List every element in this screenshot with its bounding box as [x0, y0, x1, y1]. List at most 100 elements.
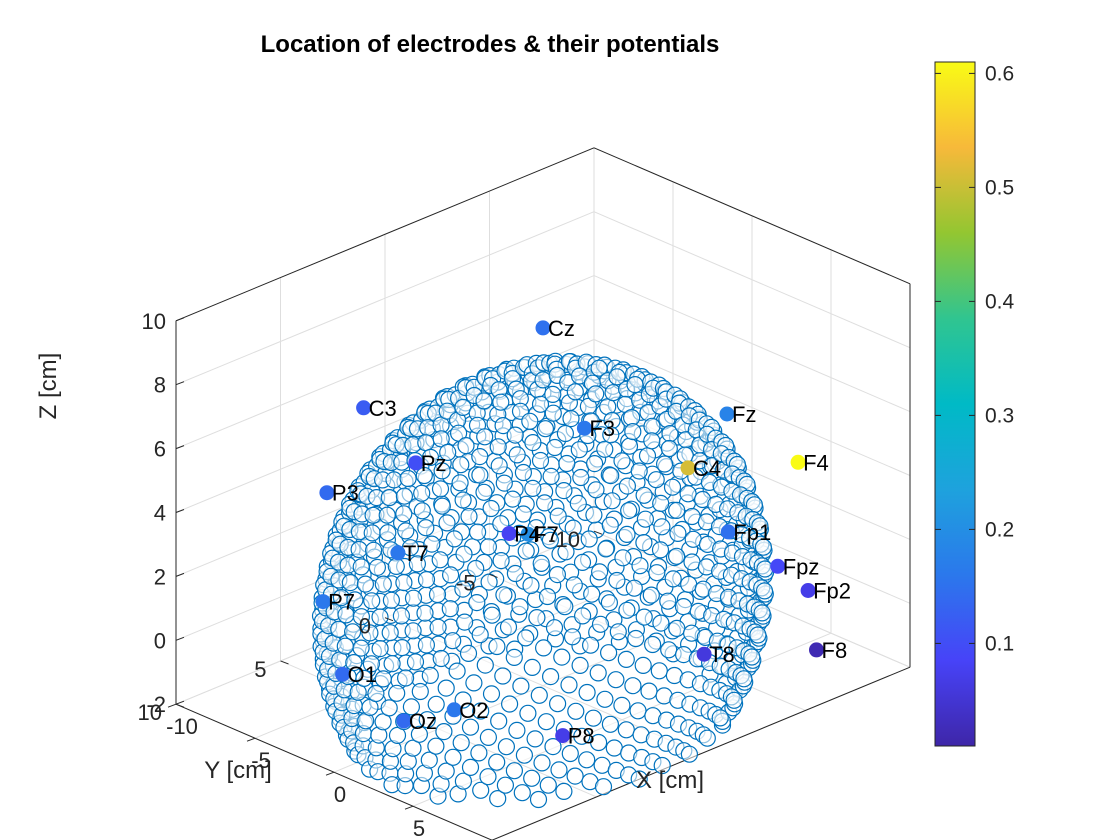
surface-point [602, 467, 620, 485]
surface-point [461, 758, 480, 777]
surface-point [755, 582, 774, 600]
surface-point [556, 598, 574, 616]
surface-point [630, 462, 648, 480]
surface-point [590, 563, 609, 581]
surface-point [587, 385, 605, 403]
electrode-label: O2 [459, 698, 488, 723]
surface-point [524, 479, 542, 497]
electrode-label: F7 [533, 522, 559, 547]
surface-point [417, 570, 436, 589]
surface-point [517, 542, 535, 560]
surface-point [556, 424, 575, 443]
colorbar-ticks: 0.1 0.2 0.3 0.4 0.5 0.6 [935, 62, 1015, 655]
surface-point [350, 540, 368, 559]
surface-point [495, 586, 513, 604]
surface-point [526, 730, 544, 748]
surface-point [363, 592, 381, 610]
surface-point [470, 744, 488, 762]
surface-point [336, 637, 354, 655]
surface-point [490, 712, 508, 730]
z-tick-mark [175, 636, 185, 641]
surface-point [569, 494, 587, 512]
surface-point [468, 593, 486, 612]
surface-point [668, 619, 686, 638]
surface-point [659, 592, 677, 610]
electrode-label: F8 [822, 638, 848, 663]
surface-point [541, 667, 560, 686]
surface-point [535, 494, 554, 512]
z-tick-mark [175, 509, 185, 513]
surface-point [392, 607, 410, 625]
surface-point [674, 597, 693, 616]
colorbar-tick-label: 0.2 [985, 518, 1014, 541]
axis-edge [593, 147, 911, 285]
surface-point [668, 501, 686, 519]
y-tick-label: -10 [548, 527, 580, 552]
electrode-oz [396, 713, 412, 729]
grid-line [593, 211, 911, 349]
surface-point [441, 600, 459, 618]
surface-point [483, 606, 501, 624]
surface-point [399, 469, 417, 488]
electrode-fp1 [720, 524, 736, 540]
electrode-f3 [576, 420, 592, 436]
surface-point [522, 576, 540, 595]
surface-point [640, 682, 658, 700]
electrode-label: Cz [548, 316, 575, 341]
surface-point [531, 395, 550, 413]
surface-point [631, 557, 649, 575]
surface-point [585, 506, 603, 524]
surface-point [589, 733, 608, 752]
x-axis-label: X [cm] [636, 767, 704, 794]
surface-point [565, 576, 583, 594]
surface-point [393, 638, 411, 657]
surface-point [614, 549, 632, 567]
electrode-label: Fp1 [733, 520, 771, 545]
surface-point [735, 670, 753, 688]
surface-point [456, 613, 474, 631]
surface-point [597, 540, 615, 558]
surface-point [578, 683, 596, 702]
surface-point [371, 639, 389, 658]
surface-point [660, 641, 678, 659]
surface-point [537, 713, 555, 731]
surface-point [469, 523, 487, 541]
z-tick-label: 6 [154, 437, 166, 462]
colorbar [934, 61, 976, 747]
surface-point [630, 770, 648, 788]
surface-point [330, 620, 348, 638]
surface-point [613, 452, 631, 470]
electrode-f7 [520, 526, 536, 542]
surface-point [608, 571, 626, 590]
surface-point [680, 745, 699, 763]
surface-point [505, 762, 524, 780]
surface-point [479, 728, 497, 747]
surface-point [454, 691, 472, 709]
electrode-label: T8 [709, 642, 735, 667]
surface-point [428, 585, 447, 604]
grid-line [593, 275, 911, 413]
z-tick-mark [175, 317, 185, 322]
surface-point [454, 491, 472, 509]
surface-point [669, 524, 687, 543]
surface-point [539, 776, 557, 794]
surface-point [445, 530, 463, 548]
surface-point [454, 580, 472, 598]
z-tick-label: 10 [142, 309, 166, 334]
electrode-label: C3 [369, 396, 397, 421]
y-tick-mark [175, 703, 185, 708]
surface-point [410, 725, 428, 743]
electrode-fpz [770, 558, 786, 574]
surface-point [489, 438, 507, 456]
surface-point [427, 737, 445, 755]
surface-point [584, 709, 603, 727]
surface-point [380, 489, 398, 507]
electrode-label: Fz [732, 402, 756, 427]
surface-point [548, 565, 567, 584]
surface-point [545, 619, 564, 637]
electrode-p7 [315, 594, 331, 610]
surface-point [352, 608, 370, 626]
surface-point [648, 564, 666, 582]
surface-point [605, 739, 623, 757]
surface-point [408, 555, 426, 573]
